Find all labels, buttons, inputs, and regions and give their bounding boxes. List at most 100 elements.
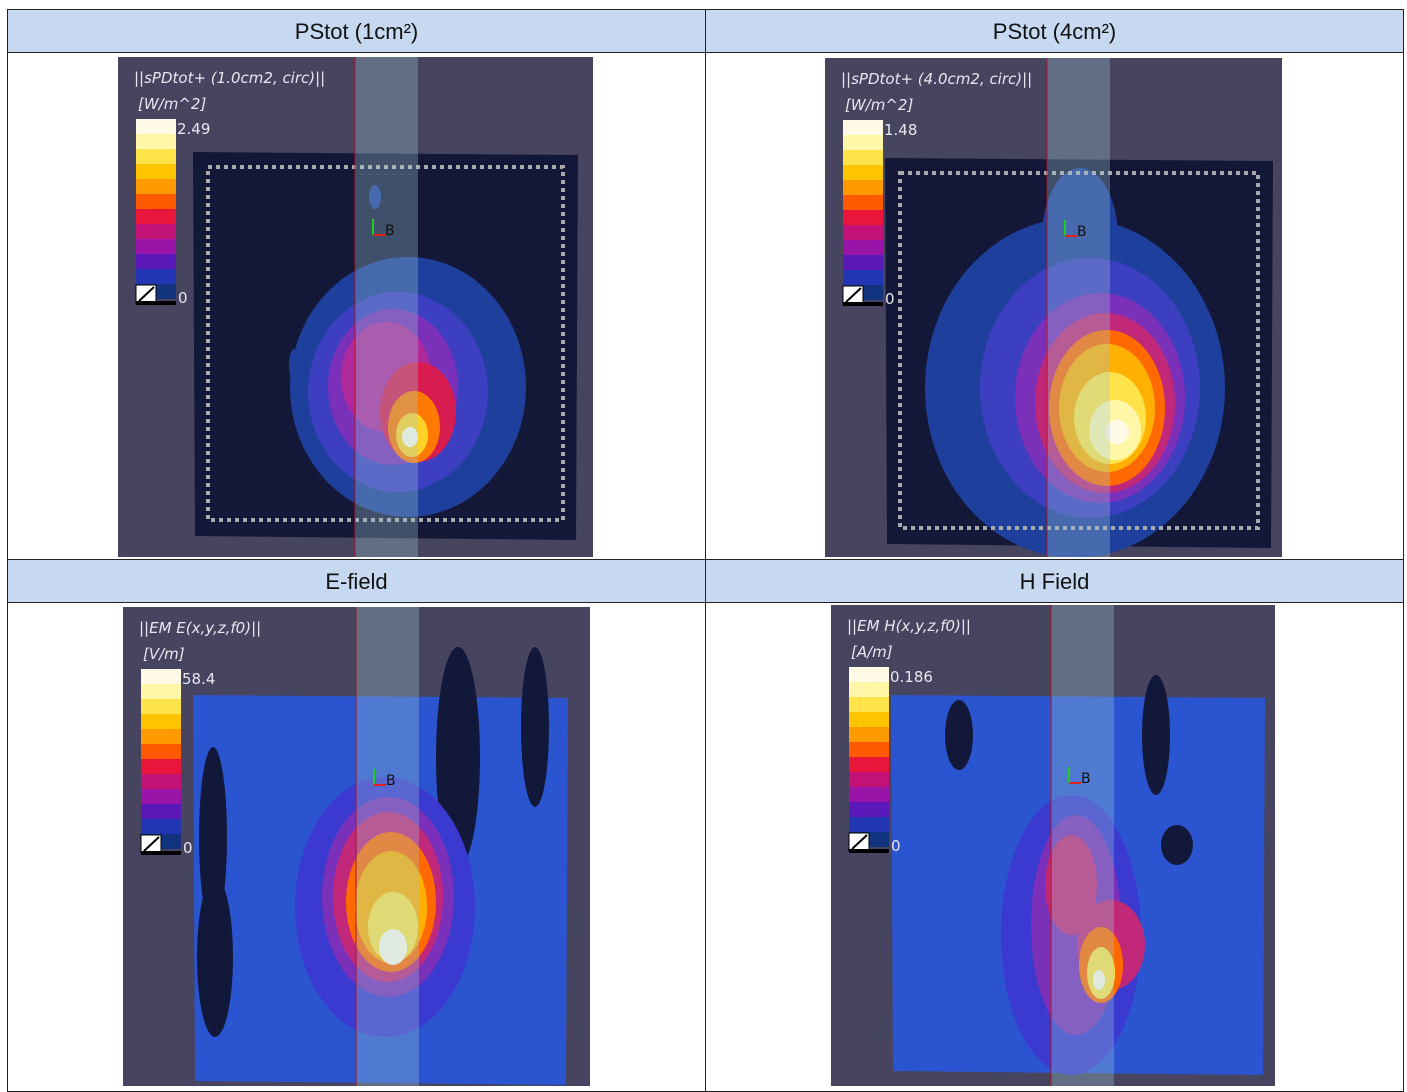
scan-area bbox=[206, 165, 565, 522]
colorbar-band bbox=[849, 682, 889, 697]
origin-label: B bbox=[385, 223, 395, 239]
colorbar-band bbox=[849, 772, 889, 787]
plot-title: ||sPDtot+ (1.0cm2, circ)|| bbox=[134, 69, 325, 87]
colorbar-band bbox=[843, 195, 883, 210]
colorbar-band bbox=[849, 712, 889, 727]
colorbar-band bbox=[141, 789, 181, 804]
colorbar-band bbox=[141, 774, 181, 789]
colorbar-band bbox=[136, 269, 176, 284]
colorbar-base bbox=[141, 851, 181, 855]
field-plot: ||sPDtot+ (4.0cm2, circ)|| [W/m^2] 1.48 0 B bbox=[825, 58, 1282, 557]
field-contour bbox=[1142, 675, 1170, 795]
colorbar-band bbox=[136, 149, 176, 164]
colorbar-max: 58.4 bbox=[182, 670, 215, 688]
colorbar-band bbox=[843, 150, 883, 165]
colorbar-band bbox=[843, 135, 883, 150]
colorbar-band bbox=[141, 729, 181, 744]
colorbar-min: 0 bbox=[178, 289, 188, 307]
field-plot: ||sPDtot+ (1.0cm2, circ)|| [W/m^2] 2.49 0 B bbox=[118, 57, 593, 557]
origin-label: B bbox=[1081, 771, 1091, 787]
plot-unit: [W/m^2] bbox=[138, 95, 206, 113]
colorbar-band bbox=[136, 194, 176, 209]
colorbar-band bbox=[136, 119, 176, 134]
plot-unit: [V/m] bbox=[143, 645, 185, 663]
colorbar-band bbox=[849, 817, 889, 832]
colorbar-band bbox=[141, 684, 181, 699]
colorbar-band bbox=[141, 669, 181, 684]
colorbar-band bbox=[849, 742, 889, 757]
colorbar-band bbox=[136, 224, 176, 239]
colorbar-band bbox=[849, 787, 889, 802]
colorbar-band bbox=[141, 759, 181, 774]
colorbar-base bbox=[136, 301, 176, 305]
colorbar-band bbox=[843, 225, 883, 240]
colorbar-max: 0.186 bbox=[890, 668, 933, 686]
header: H Field bbox=[705, 559, 1404, 603]
field-contour bbox=[402, 427, 418, 447]
plot-title: ||sPDtot+ (4.0cm2, circ)|| bbox=[841, 70, 1032, 88]
origin-label: B bbox=[386, 773, 396, 789]
probe-band bbox=[356, 607, 419, 1086]
colorbar-band bbox=[843, 165, 883, 180]
colorbar-band bbox=[843, 255, 883, 270]
scan-area bbox=[898, 171, 1260, 530]
probe-band bbox=[1051, 605, 1114, 1086]
colorbar-base bbox=[843, 302, 883, 306]
colorbar-band bbox=[843, 270, 883, 285]
colorbar-band bbox=[136, 209, 176, 224]
colorbar-band bbox=[136, 239, 176, 254]
colorbar-max: 1.48 bbox=[884, 121, 917, 139]
colorbar-min: 0 bbox=[885, 290, 895, 308]
origin-label: B bbox=[1077, 224, 1087, 240]
colorbar-band bbox=[136, 164, 176, 179]
colorbar-icon bbox=[845, 287, 862, 303]
field-plot: ||EM H(x,y,z,f0)|| [A/m] 0.186 0 B bbox=[831, 605, 1275, 1086]
colorbar-band bbox=[849, 727, 889, 742]
plot-title: ||EM H(x,y,z,f0)|| bbox=[847, 617, 971, 635]
header: PStot (1cm²) bbox=[7, 9, 706, 53]
header: PStot (4cm²) bbox=[705, 9, 1404, 53]
colorbar-band bbox=[843, 240, 883, 255]
colorbar-icon bbox=[851, 834, 868, 850]
colorbar-icon bbox=[138, 286, 155, 302]
colorbar-band bbox=[141, 714, 181, 729]
field-contour bbox=[289, 349, 299, 381]
field-contour bbox=[369, 185, 381, 209]
colorbar-band bbox=[849, 802, 889, 817]
colorbar-min: 0 bbox=[891, 837, 901, 855]
colorbar-band bbox=[136, 134, 176, 149]
colorbar-band bbox=[849, 757, 889, 772]
field-contour bbox=[1161, 825, 1193, 865]
colorbar-band bbox=[136, 179, 176, 194]
field-contour bbox=[521, 647, 549, 807]
colorbar-min: 0 bbox=[183, 839, 193, 857]
colorbar-band bbox=[141, 699, 181, 714]
field-contour bbox=[1045, 835, 1097, 935]
colorbar-band bbox=[843, 120, 883, 135]
field-contour bbox=[379, 929, 407, 965]
colorbar-max: 2.49 bbox=[177, 120, 210, 138]
colorbar-band bbox=[843, 210, 883, 225]
colorbar-icon bbox=[143, 836, 160, 852]
colorbar-base bbox=[849, 849, 889, 853]
colorbar-band bbox=[141, 819, 181, 834]
field-contour bbox=[1093, 970, 1105, 990]
colorbar-band bbox=[843, 180, 883, 195]
probe-band bbox=[355, 57, 418, 557]
plot-unit: [A/m] bbox=[851, 643, 893, 661]
probe-band bbox=[1047, 58, 1110, 557]
header: E-field bbox=[7, 559, 706, 603]
field-contour bbox=[197, 877, 233, 1037]
plot-unit: [W/m^2] bbox=[845, 96, 913, 114]
colorbar-band bbox=[849, 697, 889, 712]
field-plot: ||EM E(x,y,z,f0)|| [V/m] 58.4 0 B bbox=[123, 607, 590, 1086]
field-contour bbox=[945, 700, 973, 770]
field-contour bbox=[436, 647, 480, 867]
field-contour bbox=[1105, 420, 1129, 444]
plot-title: ||EM E(x,y,z,f0)|| bbox=[139, 619, 261, 637]
colorbar-band bbox=[849, 667, 889, 682]
colorbar-band bbox=[136, 254, 176, 269]
colorbar-band bbox=[141, 804, 181, 819]
colorbar-band bbox=[141, 744, 181, 759]
